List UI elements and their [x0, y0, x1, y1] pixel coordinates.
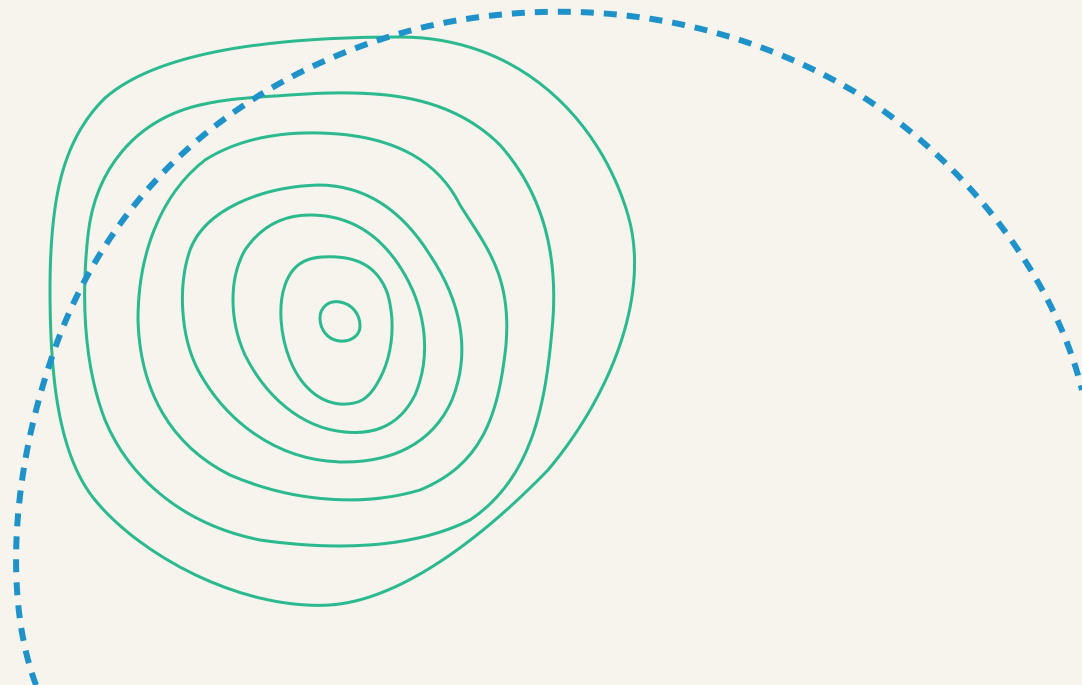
- contour-lines: [48, 35, 636, 607]
- contour-ring-1: [48, 35, 636, 607]
- contour-ring-4: [180, 183, 464, 464]
- contour-ring-7: [318, 300, 362, 343]
- contour-ring-2: [83, 91, 556, 548]
- dashed-trail-path: [13, 8, 1082, 685]
- contour-ring-6: [279, 255, 394, 406]
- contour-ring-3: [136, 131, 509, 502]
- contour-ring-5: [231, 213, 427, 435]
